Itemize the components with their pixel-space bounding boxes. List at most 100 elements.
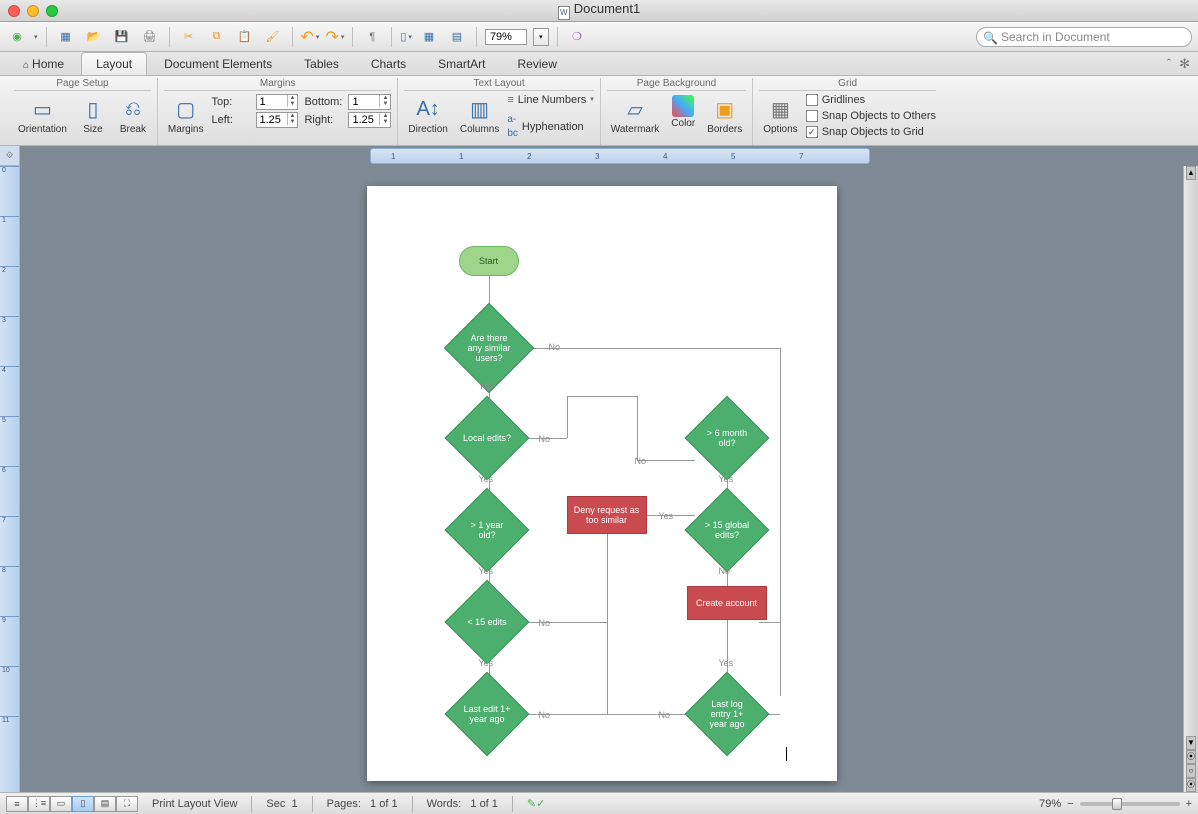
group-margins: Margins ▢Margins Top:▲▼ Bottom:▲▼ Left:▲… xyxy=(158,78,398,145)
gallery-button[interactable]: ▤ xyxy=(446,26,468,48)
help-button[interactable]: ❍ xyxy=(566,26,588,48)
flow-node-gt15g[interactable]: > 15 global edits? xyxy=(684,488,769,573)
flow-node-deny[interactable]: Deny request as too similar xyxy=(567,496,647,534)
tab-charts[interactable]: Charts xyxy=(356,52,421,75)
words-indicator[interactable]: Words: 1 of 1 xyxy=(421,798,504,810)
hyphenation-button[interactable]: Hyphenation xyxy=(522,120,584,134)
flow-node-gt1yr[interactable]: > 1 year old? xyxy=(444,488,529,573)
flow-edge-label: Yes xyxy=(479,566,494,576)
zoom-label: 79% xyxy=(1039,798,1061,810)
flow-node-local[interactable]: Local edits? xyxy=(444,396,529,481)
margin-left-input[interactable]: ▲▼ xyxy=(256,112,299,128)
zoom-in-button[interactable]: + xyxy=(1186,798,1192,810)
tab-home[interactable]: ⌂Home xyxy=(8,52,79,75)
new-doc-dropdown[interactable]: ▾ xyxy=(34,33,38,41)
flow-node-start[interactable]: Start xyxy=(459,246,519,276)
publishing-view-button[interactable]: ▭ xyxy=(50,796,72,812)
open-button[interactable]: 📂 xyxy=(83,26,105,48)
margin-right-input[interactable]: ▲▼ xyxy=(348,112,391,128)
direction-button[interactable]: A↕Direction xyxy=(404,93,451,137)
flow-node-create[interactable]: Create account xyxy=(687,586,767,620)
browse-object-button[interactable]: ○ xyxy=(1186,764,1196,778)
toolbox-button[interactable]: ▦ xyxy=(418,26,440,48)
separator xyxy=(391,27,392,47)
ruler-corner[interactable]: ⟐ xyxy=(0,146,20,166)
notebook-view-button[interactable]: ▤ xyxy=(94,796,116,812)
borders-button[interactable]: ▣Borders xyxy=(703,93,746,137)
flow-edge-label: Yes xyxy=(479,658,494,668)
page-color-button[interactable]: Color xyxy=(667,93,699,131)
new-doc-button[interactable]: ◉ xyxy=(6,26,28,48)
collapse-ribbon-button[interactable]: ˆ xyxy=(1167,56,1171,72)
flow-connector xyxy=(525,622,607,623)
outline-view-button[interactable]: ⋮≡ xyxy=(28,796,50,812)
ribbon-content: Page Setup ▭Orientation ▯Size ⎌Break Mar… xyxy=(0,76,1198,146)
show-formatting-button[interactable]: ¶ xyxy=(361,26,383,48)
grid-options-button[interactable]: ▦Options xyxy=(759,93,801,137)
tab-document-elements[interactable]: Document Elements xyxy=(149,52,287,75)
snap-objects-grid-checkbox[interactable]: ✓Snap Objects to Grid xyxy=(806,125,936,139)
color-icon xyxy=(672,95,694,117)
sidebar-button[interactable]: ▯▾ xyxy=(400,30,412,43)
horizontal-ruler[interactable]: 1123457 xyxy=(20,146,1198,166)
zoom-input[interactable]: 79% xyxy=(485,29,527,45)
margins-button[interactable]: ▢Margins xyxy=(164,93,208,137)
scroll-up-button[interactable]: ▲ xyxy=(1186,166,1196,180)
save-button[interactable]: 💾 xyxy=(111,26,133,48)
columns-icon: ▥ xyxy=(466,95,494,123)
zoom-out-button[interactable]: − xyxy=(1067,798,1073,810)
size-button[interactable]: ▯Size xyxy=(75,93,111,137)
search-input[interactable]: 🔍 Search in Document xyxy=(976,27,1192,47)
ribbon-tabs: ⌂Home Layout Document Elements Tables Ch… xyxy=(0,52,1198,76)
templates-button[interactable]: ▦ xyxy=(55,26,77,48)
margin-bottom-input[interactable]: ▲▼ xyxy=(348,94,391,110)
flow-node-lt15[interactable]: < 15 edits xyxy=(444,580,529,665)
paste-button[interactable]: 📋 xyxy=(234,26,256,48)
print-button[interactable]: 🖨 xyxy=(139,26,161,48)
flow-edge-label: No xyxy=(539,618,551,628)
snap-objects-others-checkbox[interactable]: Snap Objects to Others xyxy=(806,109,936,123)
flow-edge-label: Yes xyxy=(479,474,494,484)
next-page-button[interactable]: ⦿ xyxy=(1186,778,1196,792)
tab-review[interactable]: Review xyxy=(503,52,572,75)
format-painter-button[interactable]: 🖌 xyxy=(262,26,284,48)
group-title: Margins xyxy=(164,78,391,91)
flow-connector xyxy=(532,348,780,349)
flow-node-lastlog[interactable]: Last log entry 1+ year ago xyxy=(684,672,769,757)
watermark-button[interactable]: ▱Watermark xyxy=(607,93,664,137)
vertical-scrollbar[interactable]: ▲ ▼ ⦿ ○ ⦿ xyxy=(1183,166,1198,792)
document-scroll[interactable]: Start Are there any similar users?Local e… xyxy=(20,166,1183,792)
break-button[interactable]: ⎌Break xyxy=(115,93,151,137)
undo-button[interactable]: ↶▾ xyxy=(301,27,320,47)
columns-button[interactable]: ▥Columns xyxy=(456,93,503,137)
zoom-dropdown[interactable]: ▾ xyxy=(533,28,549,46)
fullscreen-view-button[interactable]: ⛶ xyxy=(116,796,138,812)
section-indicator[interactable]: Sec 1 xyxy=(260,798,303,810)
pages-indicator[interactable]: Pages: 1 of 1 xyxy=(321,798,404,810)
prev-page-button[interactable]: ⦿ xyxy=(1186,750,1196,764)
scroll-down-button[interactable]: ▼ xyxy=(1186,736,1196,750)
ribbon-options-button[interactable]: ✻ xyxy=(1179,56,1190,72)
print-layout-view-button[interactable]: ▯ xyxy=(72,796,94,812)
tab-smartart[interactable]: SmartArt xyxy=(423,52,500,75)
tab-tables[interactable]: Tables xyxy=(289,52,354,75)
copy-button[interactable]: ⧉ xyxy=(206,26,228,48)
zoom-slider-thumb[interactable] xyxy=(1112,798,1122,810)
vertical-ruler[interactable]: 01234567891011 xyxy=(0,166,20,792)
separator xyxy=(412,796,413,812)
margin-top-input[interactable]: ▲▼ xyxy=(256,94,299,110)
separator xyxy=(46,27,47,47)
grid-icon: ▦ xyxy=(766,95,794,123)
redo-button[interactable]: ↷▾ xyxy=(325,27,344,47)
orientation-button[interactable]: ▭Orientation xyxy=(14,93,71,137)
draft-view-button[interactable]: ≡ xyxy=(6,796,28,812)
flow-node-similar[interactable]: Are there any similar users? xyxy=(443,303,534,394)
cut-button[interactable]: ✂ xyxy=(178,26,200,48)
tab-layout[interactable]: Layout xyxy=(81,52,147,75)
flow-node-gt6mo[interactable]: > 6 month old? xyxy=(684,396,769,481)
line-numbers-button[interactable]: Line Numbers xyxy=(518,93,586,107)
gridlines-checkbox[interactable]: Gridlines xyxy=(806,93,936,107)
zoom-slider-track[interactable] xyxy=(1080,802,1180,806)
flow-node-lastedit[interactable]: Last edit 1+ year ago xyxy=(444,672,529,757)
spell-check-button[interactable]: ✎✓ xyxy=(521,797,551,810)
